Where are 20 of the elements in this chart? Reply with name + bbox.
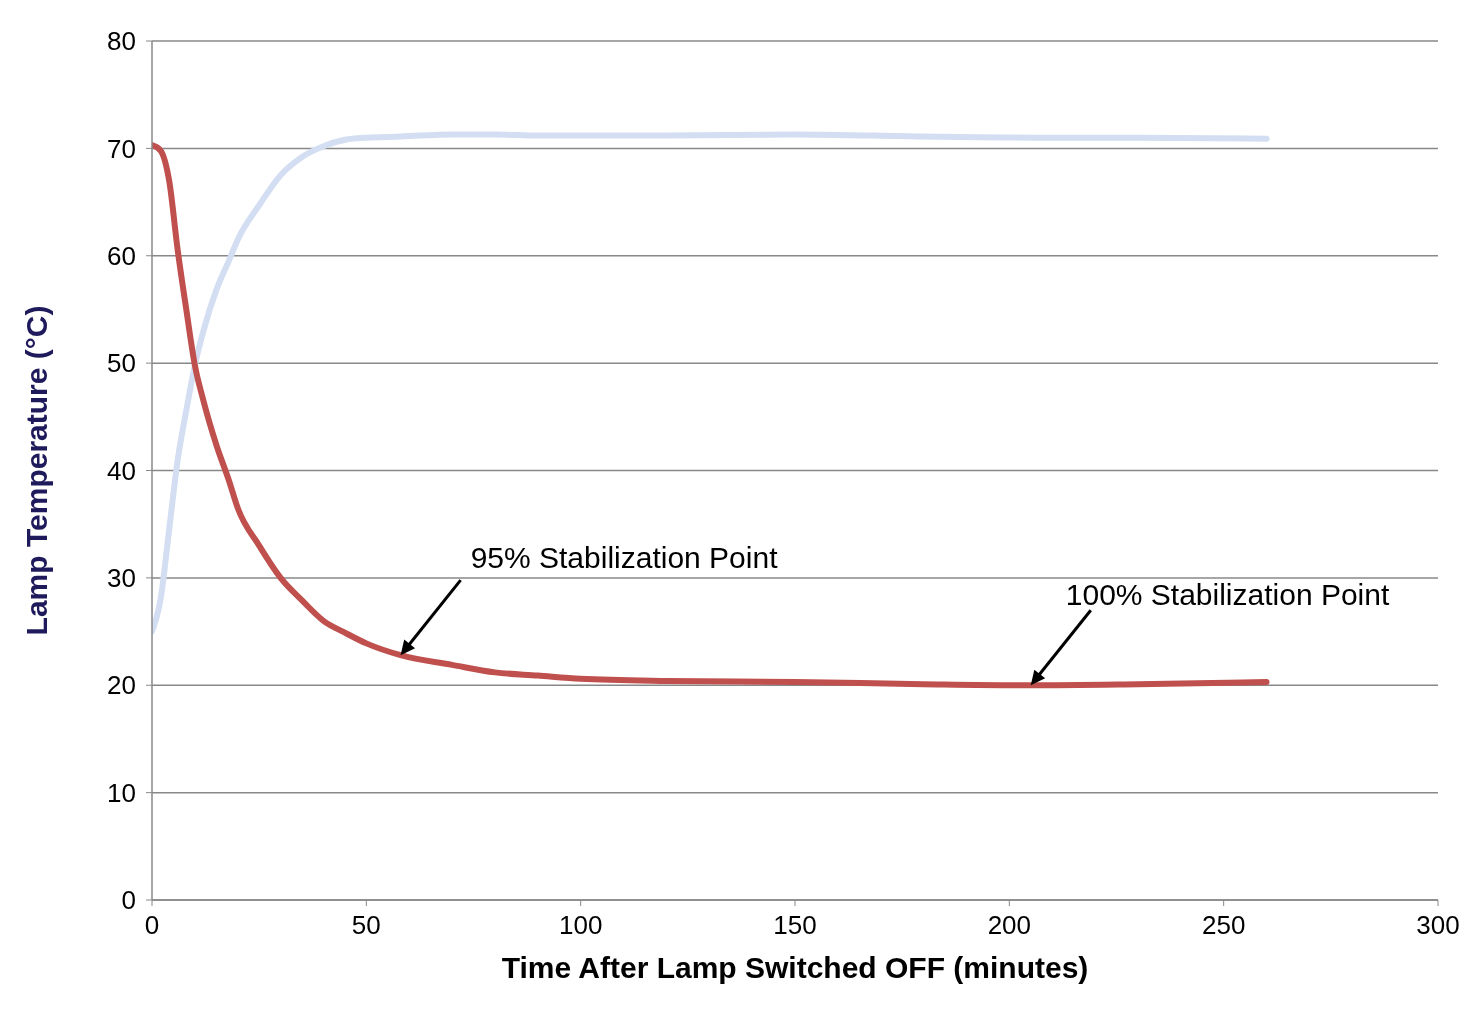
y-tick-label: 30: [107, 563, 136, 594]
y-tick-label: 80: [107, 26, 136, 57]
annotation: 95% Stabilization Point: [470, 541, 779, 575]
y-tick-label: 40: [107, 455, 136, 486]
x-axis-title: Time After Lamp Switched OFF (minutes): [501, 951, 1089, 984]
y-tick-label: 0: [121, 885, 136, 916]
y-axis-title: Lamp Temperature (°C): [19, 305, 53, 636]
x-tick-label: 50: [351, 910, 381, 941]
y-tick-label: 50: [107, 348, 136, 379]
x-tick-label: 250: [1201, 910, 1246, 941]
x-tick-label: 150: [773, 910, 817, 941]
x-tick-label: 300: [1416, 910, 1460, 941]
y-tick-label: 60: [107, 240, 136, 271]
x-tick-label: 100: [558, 910, 603, 941]
annotation: 100% Stabilization Point: [1065, 578, 1390, 612]
y-tick-label: 20: [107, 670, 136, 701]
y-tick-label: 10: [107, 777, 136, 808]
y-tick-label: 70: [107, 133, 136, 164]
x-tick-label: 0: [144, 910, 160, 941]
x-tick-label: 200: [987, 910, 1032, 941]
